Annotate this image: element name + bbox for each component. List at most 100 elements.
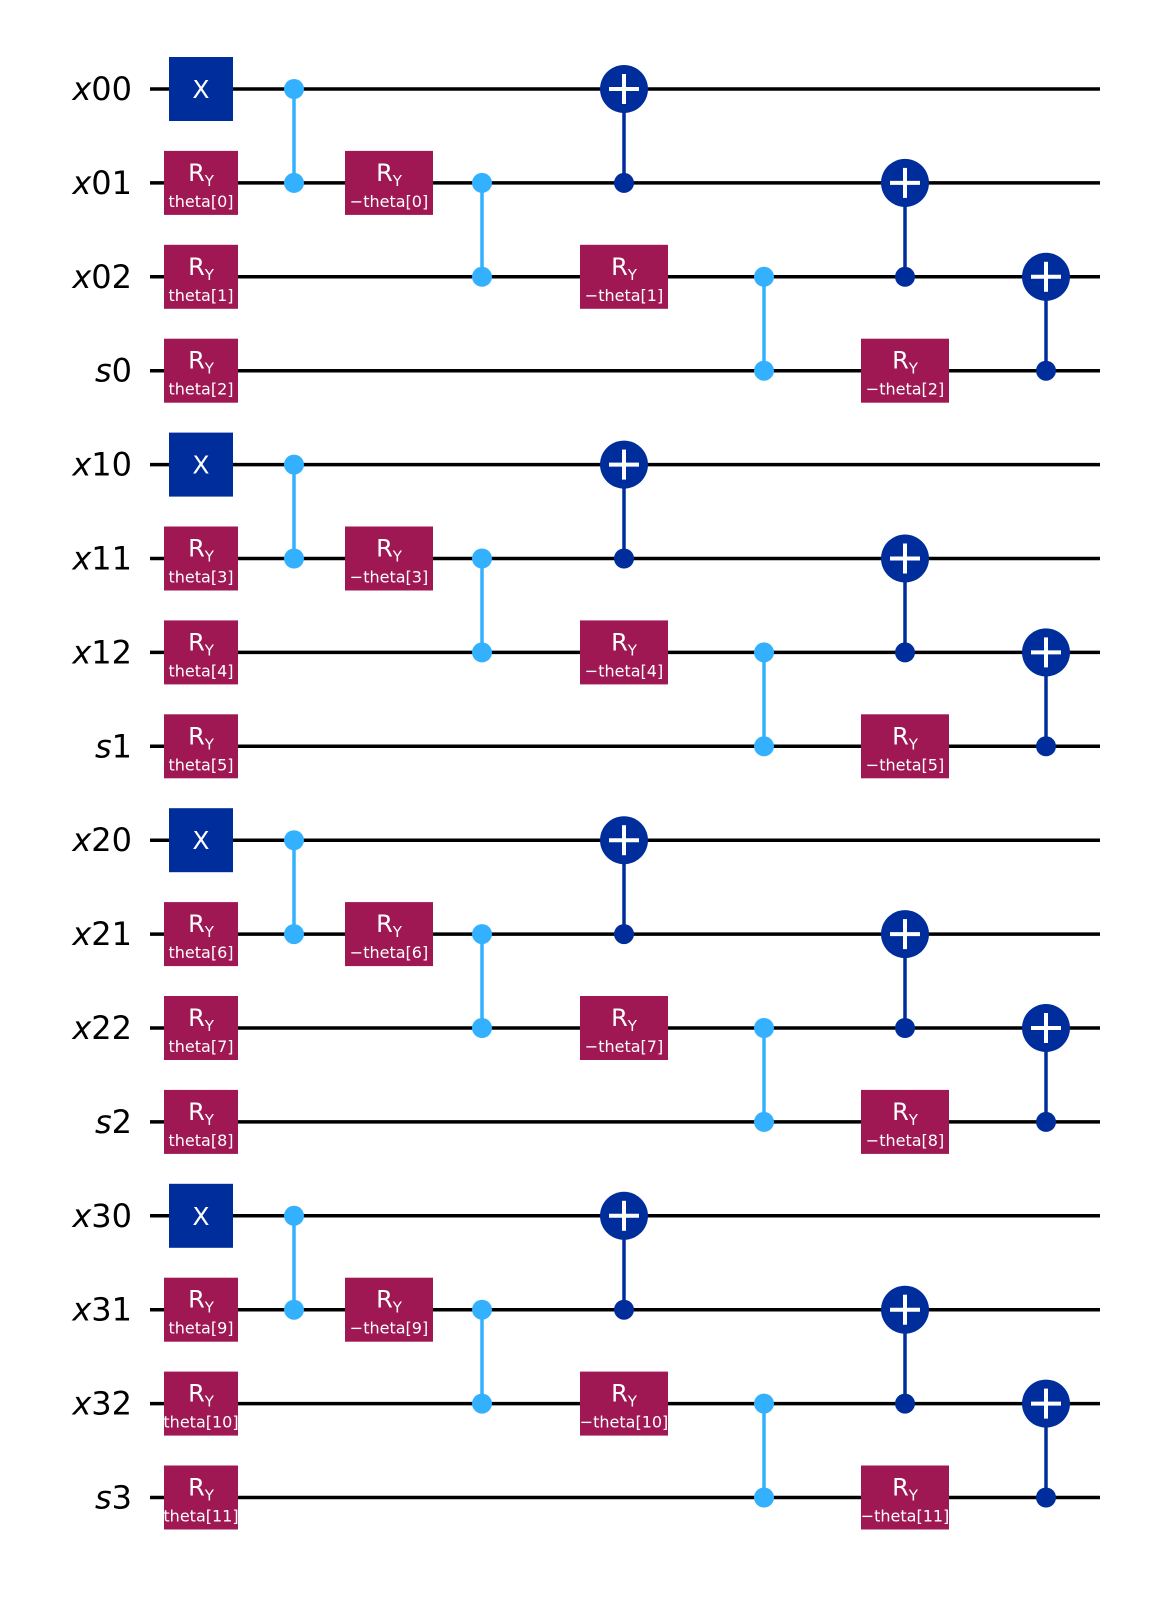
qubit-label-letter: x xyxy=(71,1197,92,1235)
ry-gate-box xyxy=(164,620,238,685)
ry-gate-box xyxy=(164,244,238,309)
qubit-label-letter: x xyxy=(71,540,92,578)
ry-gate-name-sub: Y xyxy=(627,641,638,659)
cz-gate xyxy=(472,548,492,663)
cx-gate xyxy=(600,440,648,569)
x-gate-label: X xyxy=(192,826,209,855)
x-gate-box xyxy=(169,1183,233,1248)
cz-dot xyxy=(472,1299,492,1320)
ry-gate-name: RY xyxy=(611,1004,638,1035)
ry-gate-name: RY xyxy=(188,910,215,941)
ry-gate: RY −theta[2] xyxy=(861,338,949,403)
qubit-label-x31: x31 xyxy=(71,1291,132,1329)
cx-gate xyxy=(881,158,929,287)
x-gate-box xyxy=(169,432,233,497)
cx-gate xyxy=(1022,1004,1070,1132)
qubit-label-letter: s xyxy=(95,352,112,390)
cx-control-dot xyxy=(614,172,634,193)
ry-gate-param: −theta[10] xyxy=(580,1413,669,1432)
ry-gate-box xyxy=(164,902,238,967)
ry-gate-name-sub: Y xyxy=(908,1111,919,1129)
cx-control-dot xyxy=(1036,1111,1056,1132)
ry-gate-name: RY xyxy=(376,159,403,190)
ry-gate-name: RY xyxy=(188,1098,215,1129)
qubit-label-x12: x12 xyxy=(71,633,132,671)
ry-gate-param: −theta[4] xyxy=(585,661,663,680)
cz-dot xyxy=(284,548,304,569)
ry-gate-name-sub: Y xyxy=(204,641,215,659)
cz-gate xyxy=(754,642,774,757)
ry-gate-param: −theta[1] xyxy=(585,286,663,305)
ry-gate-box xyxy=(164,1371,238,1436)
cz-gate xyxy=(754,1393,774,1508)
cx-gate xyxy=(600,816,648,945)
cx-control-dot xyxy=(614,924,634,945)
qubit-label-x02: x02 xyxy=(71,258,132,296)
ry-gate-name-sub: Y xyxy=(204,172,215,190)
ry-gate-param: theta[6] xyxy=(169,943,234,962)
ry-gate-name: RY xyxy=(188,722,215,753)
cx-gate xyxy=(600,65,648,193)
ry-gate-param: −theta[2] xyxy=(866,380,944,399)
ry-gate-name-sub: Y xyxy=(204,735,215,753)
qubit-label-index: 1 xyxy=(112,727,132,765)
qubit-label-x20: x20 xyxy=(71,821,132,859)
x-gate: X xyxy=(169,1183,233,1248)
cz-gate xyxy=(284,1205,304,1320)
ry-gate-name: RY xyxy=(188,159,215,190)
qubit-label-index: 31 xyxy=(91,1291,132,1329)
cz-dot xyxy=(754,1393,774,1414)
ry-gate-box xyxy=(164,996,238,1060)
ry-gate-box xyxy=(164,714,238,779)
ry-gate: RY −theta[10] xyxy=(580,1371,669,1436)
ry-gate-name-main: R xyxy=(188,628,205,656)
ry-gate-name-sub: Y xyxy=(908,1487,919,1505)
cz-gate xyxy=(284,79,304,193)
qubit-labels-layer: x00x01x02s0x10x11x12s1x20x21x22s2x30x31x… xyxy=(71,70,132,1517)
ry-gate-name-sub: Y xyxy=(392,172,403,190)
ry-gate: RY −theta[6] xyxy=(345,902,433,967)
ry-gate-box xyxy=(861,1089,949,1154)
ry-gate-name: RY xyxy=(188,1380,215,1411)
x-gate-label: X xyxy=(192,1202,209,1231)
ry-gate: RY theta[6] xyxy=(164,902,238,967)
ry-gate-name-main: R xyxy=(188,347,205,375)
ry-gate-box xyxy=(164,1277,238,1342)
cx-control-dot xyxy=(1036,1487,1056,1508)
ry-gate-name-sub: Y xyxy=(204,360,215,378)
ry-gate-name-main: R xyxy=(611,1004,628,1032)
cx-gate xyxy=(600,1191,648,1320)
cz-gate xyxy=(754,1018,774,1132)
ry-gate-name-main: R xyxy=(376,535,393,563)
ry-gate-name-main: R xyxy=(376,910,393,938)
cz-dot xyxy=(472,924,492,945)
ry-gate: RY −theta[4] xyxy=(580,620,668,685)
ry-gate-name: RY xyxy=(892,722,919,753)
qubit-label-index: 21 xyxy=(91,915,132,953)
ry-gate-name-sub: Y xyxy=(392,923,403,941)
ry-gate-name-main: R xyxy=(892,1098,909,1126)
ry-gate-name-sub: Y xyxy=(204,1487,215,1505)
qubit-label-x10: x10 xyxy=(71,446,132,484)
ry-gate-param: theta[0] xyxy=(169,192,234,211)
qubit-label-index: 12 xyxy=(91,633,132,671)
qubit-label-letter: x xyxy=(71,258,92,296)
cx-control-dot xyxy=(895,642,915,663)
cz-dot xyxy=(472,642,492,663)
gates-layer: XRYtheta[0]RYtheta[1]RYtheta[2]RY−theta[… xyxy=(163,57,1070,1530)
ry-gate: RY theta[0] xyxy=(164,150,238,215)
ry-gate-box xyxy=(164,526,238,591)
cx-gate xyxy=(881,1285,929,1414)
ry-gate-name-main: R xyxy=(188,1286,205,1314)
ry-gate: RY −theta[5] xyxy=(861,714,949,779)
ry-gate: RY −theta[8] xyxy=(861,1089,949,1154)
ry-gate-name-main: R xyxy=(188,535,205,563)
ry-gate-name: RY xyxy=(376,535,403,566)
ry-gate-name: RY xyxy=(188,628,215,659)
